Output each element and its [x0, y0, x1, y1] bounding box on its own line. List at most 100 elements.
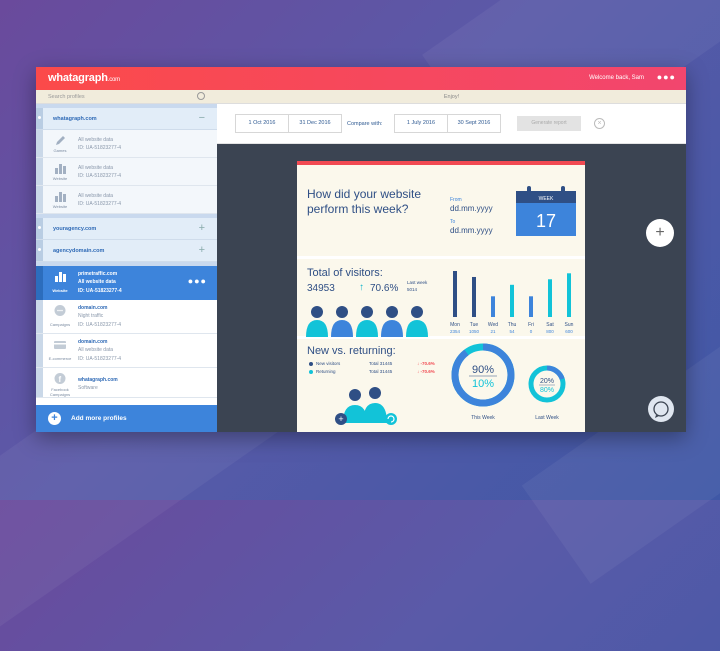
visitors-value: 34953 [307, 283, 335, 294]
svg-text:80%: 80% [540, 387, 554, 394]
more-icon[interactable]: ●●● [187, 276, 207, 286]
compare-end-field[interactable]: 30 Sept 2016 [447, 114, 501, 133]
report-preview: How did your website perform this week? … [297, 161, 585, 432]
donut-charts: 90% 10% This Week 20% 80% Last Week [451, 343, 566, 421]
drag-handle[interactable] [36, 266, 43, 300]
svg-text:+: + [338, 414, 343, 424]
add-widget-button[interactable]: + [646, 219, 674, 247]
arrow-up-icon: ↑ [359, 282, 364, 293]
value-label: 21 [490, 329, 496, 334]
drag-handle[interactable] [36, 334, 43, 367]
compare-label: Compare with: [347, 121, 383, 127]
profile-item[interactable]: Campaigns domain.com Night traffic ID: U… [36, 300, 217, 334]
profile-id: ID: UA-51823277-4 [78, 322, 122, 328]
expand-icon[interactable]: + [198, 244, 205, 256]
search-input[interactable]: Search profiles [48, 94, 85, 100]
profile-id: ID: UA-51823277-4 [78, 356, 122, 362]
bar-fri [529, 296, 533, 317]
svg-text:10%: 10% [472, 378, 494, 390]
profile-caption: Website [52, 204, 68, 209]
profile-item[interactable]: Website All website data ID: UA-51823277… [36, 186, 217, 214]
drag-handle[interactable] [36, 186, 43, 213]
main-area: Enjoy! 1 Oct 2016 31 Dec 2016 Compare wi… [217, 90, 686, 432]
date-range-bar: 1 Oct 2016 31 Dec 2016 Compare with: 1 J… [217, 104, 686, 144]
logo[interactable]: whatagraph.com [48, 72, 120, 84]
value-label: 54 [509, 329, 515, 334]
chat-icon [54, 305, 66, 316]
user-menu-icon[interactable]: ●●● [656, 72, 676, 82]
svg-text:20%: 20% [540, 378, 554, 385]
profile-line: Night traffic [78, 313, 104, 319]
expand-icon[interactable]: + [198, 222, 205, 234]
to-label: To [450, 219, 456, 225]
profile-item[interactable]: Games All website data ID: UA-51823277-4 [36, 130, 217, 158]
group-agencydomain[interactable]: agencydomain.com + [36, 240, 217, 262]
bar-thu [510, 284, 514, 317]
search-icon[interactable] [197, 92, 205, 100]
group-youragency[interactable]: youragency.com + [36, 218, 217, 240]
app-window: whatagraph.com Welcome back, Sam ●●● Sea… [36, 67, 686, 432]
end-date-field[interactable]: 31 Dec 2016 [288, 114, 342, 133]
profile-line: All website data [78, 347, 114, 353]
profile-line: All website data [78, 137, 114, 143]
profile-item[interactable]: Website All website data ID: UA-51823277… [36, 158, 217, 186]
add-profiles-button[interactable]: + Add more profiles [36, 405, 217, 432]
tick-label: Fri [528, 322, 534, 328]
drag-handle[interactable] [36, 158, 43, 185]
profile-caption: Website [52, 176, 68, 181]
profile-caption: Games [53, 148, 67, 153]
new-vs-returning-section: New vs. returning: New visitors Returnin… [297, 339, 585, 429]
facebook-icon: f [54, 373, 66, 384]
returning-title: New vs. returning: [307, 345, 396, 357]
divider [36, 214, 217, 218]
top-bar: whatagraph.com Welcome back, Sam ●●● [36, 67, 686, 90]
bar-chart-icon [55, 192, 66, 202]
bar-mon [453, 271, 457, 317]
tick-label: Wed [488, 322, 498, 328]
svg-text:90%: 90% [472, 364, 494, 376]
generate-report-button[interactable]: Generate report [517, 116, 581, 131]
chat-button[interactable] [648, 396, 674, 422]
drag-handle[interactable] [36, 108, 43, 129]
svg-text:WEEK: WEEK [539, 196, 554, 202]
from-value: dd.mm.yyyy [450, 204, 493, 213]
profile-line: All website data [78, 279, 116, 285]
new-total: Total 31445 [369, 361, 393, 366]
people-illustration-icon [306, 306, 428, 337]
drag-handle[interactable] [36, 130, 43, 157]
new-change: ↓ -70.6% [417, 361, 435, 366]
search-bar[interactable]: Search profiles [36, 90, 217, 104]
add-profiles-label: Add more profiles [71, 415, 127, 422]
collapse-icon[interactable]: − [198, 112, 205, 124]
divider [36, 262, 217, 266]
drag-handle[interactable] [36, 368, 43, 397]
profile-item[interactable]: E-commerce domain.com All website data I… [36, 334, 217, 368]
start-date-field[interactable]: 1 Oct 2016 [235, 114, 289, 133]
profile-domain: primetraffic.com [78, 271, 118, 277]
returning-total: Total 31445 [369, 369, 393, 374]
bar-chart-icon [55, 164, 66, 174]
pencil-icon [56, 136, 65, 145]
group-name: youragency.com [53, 226, 97, 232]
legend-new: New visitors [309, 361, 340, 366]
group-whatagraph[interactable]: whatagraph.com − [36, 108, 217, 130]
profile-id: ID: UA-51823277-4 [78, 173, 122, 179]
profile-domain: domain.com [78, 339, 108, 345]
calendar-icon: WEEK 17 [516, 186, 576, 236]
bar-tue [472, 276, 476, 317]
compare-start-field[interactable]: 1 July 2016 [394, 114, 448, 133]
returning-change: ↓ -70.6% [417, 369, 435, 374]
profile-id: ID: UA-51823277-4 [78, 145, 122, 151]
visitors-change: 70.6% [370, 283, 399, 294]
chat-icon [653, 401, 669, 418]
report-intro-section: How did your website perform this week? … [297, 165, 585, 259]
drag-handle[interactable] [36, 240, 43, 261]
svg-text:f: f [59, 375, 62, 384]
profile-item[interactable]: f Facebook Campaigns whatagraph.com Soft… [36, 368, 217, 398]
clear-icon[interactable]: × [594, 118, 605, 129]
profile-item-selected[interactable]: Website primetraffic.com All website dat… [36, 266, 217, 300]
bar-chart-icon [55, 272, 66, 282]
drag-handle[interactable] [36, 218, 43, 239]
plus-icon[interactable]: + [48, 412, 61, 425]
drag-handle[interactable] [36, 300, 43, 333]
